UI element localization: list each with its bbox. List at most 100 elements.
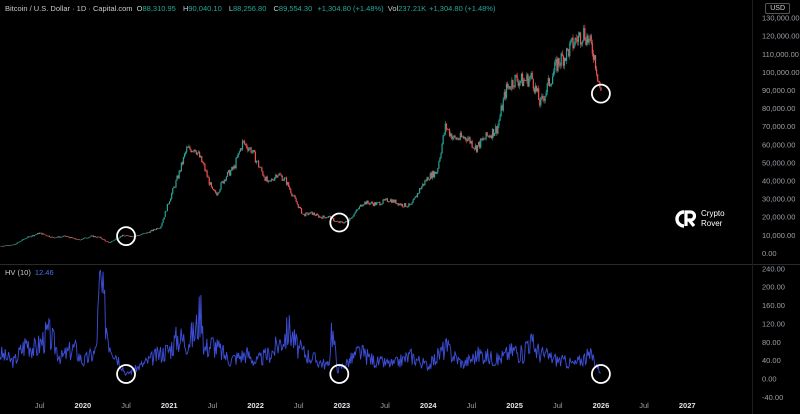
price-candle-body	[132, 236, 134, 238]
price-candle-body	[295, 198, 297, 202]
price-candle-body	[410, 204, 412, 206]
price-candle-body	[539, 99, 541, 106]
price-candle-body	[42, 233, 44, 235]
price-candle-body	[577, 35, 579, 42]
price-candle-body	[59, 236, 61, 238]
price-candle-body	[386, 198, 388, 202]
price-candle-body	[95, 237, 98, 238]
symbol-title[interactable]: Bitcoin / U.S. Dollar · 1D · Capital.com	[5, 4, 133, 13]
price-highlight-circle	[591, 83, 611, 104]
price-candle-body	[565, 48, 568, 61]
price-candle-body	[174, 186, 176, 188]
price-candle-body	[451, 133, 453, 140]
price-candle-body	[61, 236, 63, 238]
price-candle-body	[176, 175, 178, 181]
price-candle-body	[76, 239, 78, 240]
price-candle-body	[67, 236, 69, 238]
price-candle-body	[85, 237, 87, 239]
price-candle-body	[271, 179, 274, 181]
price-candle-body	[437, 168, 439, 173]
price-candle-body	[597, 74, 599, 81]
price-candle-body	[162, 219, 164, 224]
price-candle-body	[142, 233, 144, 235]
price-candle-body	[422, 183, 424, 187]
price-candle-body	[564, 58, 567, 61]
price-candle-body	[21, 239, 24, 241]
price-candle-body	[511, 80, 513, 89]
price-candle-body	[187, 147, 189, 148]
price-candle-body	[479, 141, 481, 148]
price-candle-body	[150, 230, 152, 232]
price-candle-body	[18, 241, 20, 243]
price-candle-body	[308, 213, 310, 215]
price-candle-body	[0, 245, 2, 247]
price-candle-body	[569, 43, 571, 57]
price-candle-body	[110, 241, 113, 243]
price-candle-body	[502, 99, 504, 111]
price-candle-body	[538, 88, 540, 100]
logo-line-2: Rover	[701, 219, 723, 228]
price-candle-body	[589, 35, 591, 39]
price-candle-body	[436, 172, 438, 174]
price-candle-body	[11, 244, 13, 246]
price-candle-body	[273, 180, 275, 181]
price-candle-body	[90, 235, 92, 237]
price-candle-body	[387, 201, 390, 203]
price-candle-body	[590, 35, 592, 44]
price-candle-body	[561, 53, 563, 56]
price-candle-body	[558, 58, 560, 65]
price-candle-body	[99, 236, 101, 238]
price-candle-body	[23, 239, 25, 240]
price-candle-body	[320, 216, 322, 218]
price-candle-body	[58, 236, 60, 238]
price-candle-body	[443, 133, 445, 136]
price-candle-body	[460, 132, 463, 137]
price-candle-body	[580, 43, 583, 45]
currency-button[interactable]: USD	[765, 3, 790, 14]
price-candle-body	[317, 213, 319, 216]
time-tick-label: Jul	[35, 401, 45, 410]
price-candle-body	[578, 32, 581, 36]
time-tick-label: Jul	[380, 401, 390, 410]
high-value: 90,040.10	[188, 4, 222, 13]
price-candle-body	[206, 170, 208, 177]
price-candle-body	[60, 236, 62, 238]
price-candle-body	[306, 212, 308, 214]
hv-tick-label: -40.00	[762, 393, 783, 402]
price-candle-body	[226, 172, 229, 177]
price-candle-body	[41, 232, 43, 235]
volume-value: 237.21K	[398, 4, 427, 13]
price-candle-body	[496, 126, 498, 134]
logo-icon	[675, 210, 696, 228]
volume-change: +1,304.80 (+1.48%)	[429, 4, 496, 13]
price-candle-body	[183, 154, 186, 157]
price-candle-body	[161, 223, 163, 227]
price-candle-body	[250, 147, 252, 153]
price-candle-body	[545, 92, 547, 96]
price-candle-body	[280, 174, 282, 176]
price-candle-body	[279, 173, 281, 175]
price-candle-body	[408, 203, 410, 207]
price-candle-body	[158, 228, 160, 230]
price-candle-body	[197, 152, 200, 153]
price-candle-body	[209, 182, 211, 185]
price-candle-body	[536, 88, 539, 92]
price-tick-label: 90,000.00	[762, 86, 795, 95]
price-tick-label: 10,000.00	[762, 231, 795, 240]
price-candle-body	[313, 212, 316, 215]
price-candle-body	[394, 199, 396, 203]
indicator-label[interactable]: HV (10)	[5, 268, 31, 277]
price-candle-body	[223, 179, 225, 184]
price-candle-body	[175, 180, 177, 188]
price-candle-body	[7, 245, 10, 246]
price-candle-body	[356, 209, 358, 211]
close-value: 89,554.30	[278, 4, 313, 13]
time-tick-label: 2027	[679, 401, 696, 410]
price-candle-body	[53, 237, 55, 238]
time-tick-label: 2023	[334, 401, 351, 410]
price-candle-body	[84, 237, 86, 239]
price-candle-body	[50, 236, 53, 238]
price-candle-body	[596, 69, 598, 75]
price-candle-body	[312, 212, 314, 215]
price-candle-body	[89, 236, 91, 238]
